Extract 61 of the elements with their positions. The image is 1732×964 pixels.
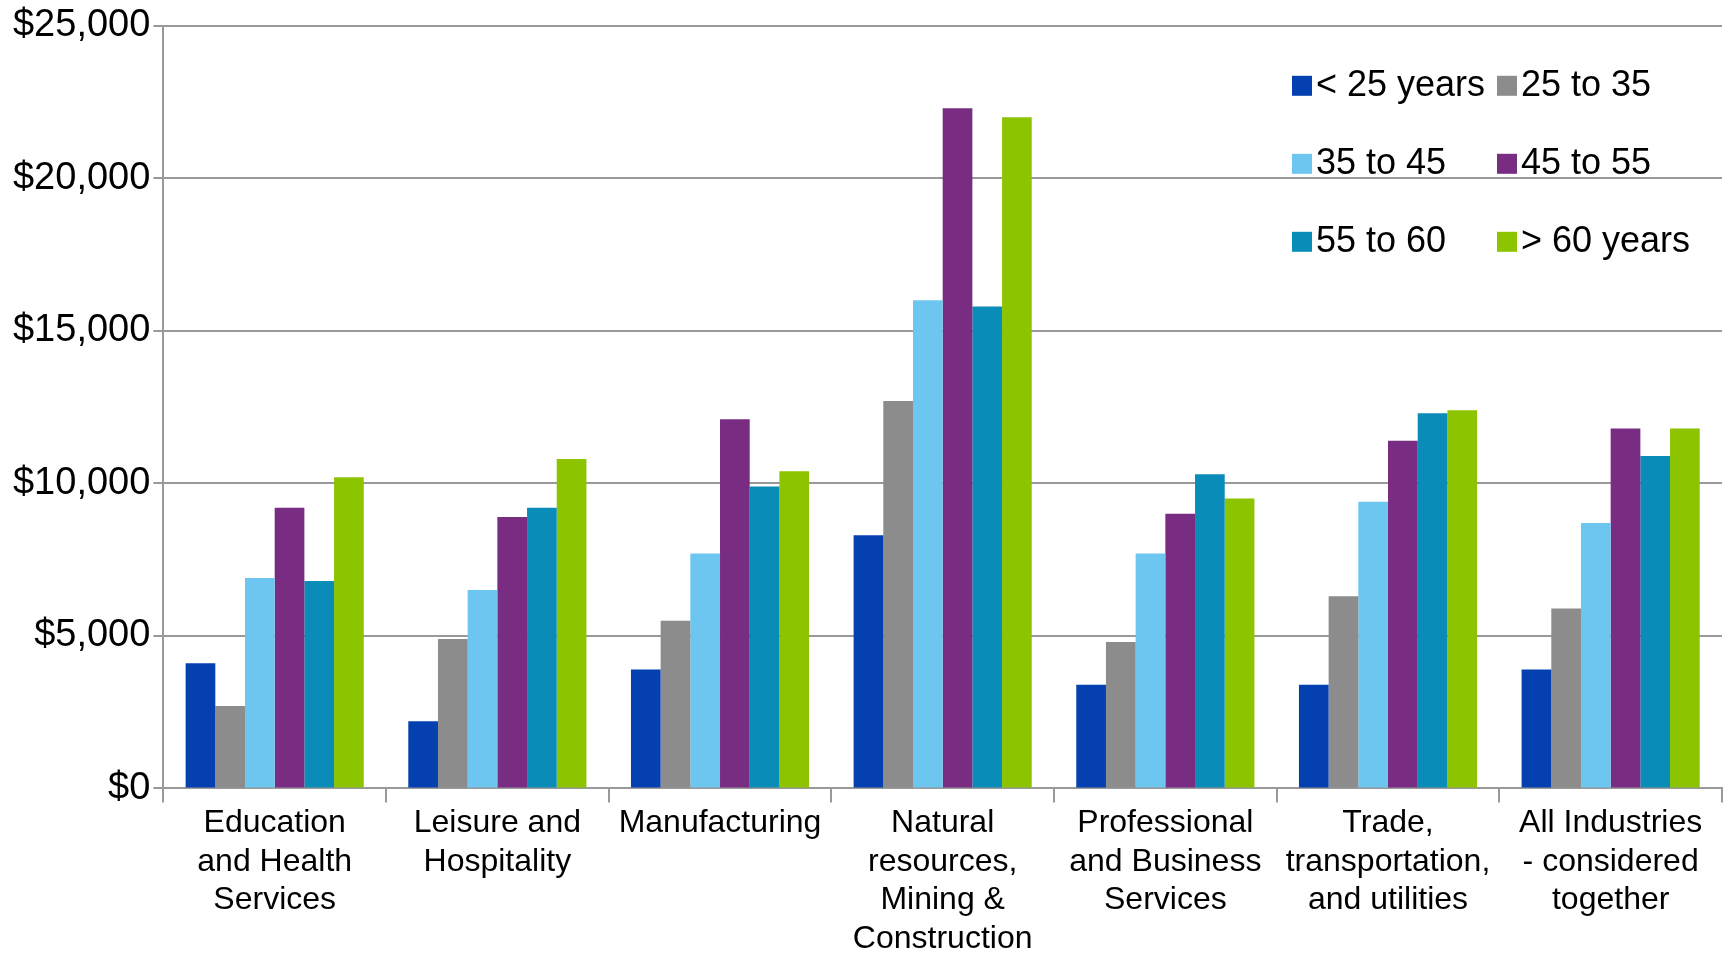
- bar: [1388, 440, 1418, 788]
- bar: [779, 471, 810, 788]
- bar: [185, 663, 216, 788]
- bar: [630, 669, 661, 788]
- x-tick-label: Natural resources, Mining & Construction: [852, 803, 1033, 955]
- bar: [527, 507, 557, 788]
- bar: [1298, 684, 1329, 788]
- bar: [245, 577, 275, 788]
- bar: [215, 706, 245, 788]
- y-tick-label: $0: [108, 764, 151, 807]
- x-tick-label: Education and Health Services: [197, 803, 353, 917]
- x-tick-label: Professional and Business Services: [1069, 803, 1262, 917]
- bar: [1358, 501, 1389, 788]
- bar: [467, 590, 498, 788]
- y-tick-label: $25,000: [12, 2, 151, 45]
- y-tick-label: $5,000: [34, 612, 151, 655]
- bar: [437, 638, 468, 788]
- bar: [1195, 474, 1225, 788]
- bar: [1135, 553, 1166, 788]
- legend-label: > 60 years: [1521, 218, 1691, 260]
- y-tick-label: $15,000: [12, 307, 151, 350]
- x-tick-label: Manufacturing: [618, 803, 822, 840]
- bar: [690, 553, 721, 788]
- bar: [853, 535, 884, 788]
- bar: [1670, 428, 1700, 788]
- bar: [334, 477, 364, 788]
- bar: [408, 721, 438, 788]
- y-tick-label: $20,000: [12, 154, 151, 197]
- bar: [1610, 428, 1641, 788]
- legend-label: 25 to 35: [1521, 62, 1652, 104]
- legend-label: 45 to 55: [1521, 140, 1652, 182]
- bar: [1521, 669, 1552, 788]
- bar: [912, 300, 943, 788]
- x-tick-label: Leisure and Hospitality: [413, 803, 581, 878]
- legend-label: 55 to 60: [1316, 218, 1447, 260]
- bar: [1165, 513, 1196, 788]
- y-tick-label: $10,000: [12, 459, 151, 502]
- bar: [720, 419, 750, 788]
- legend-label: 35 to 45: [1316, 140, 1447, 182]
- bar: [1224, 498, 1255, 788]
- bar: [972, 306, 1003, 788]
- bar: [1328, 596, 1359, 788]
- bar: [274, 507, 305, 788]
- bar: [660, 620, 691, 788]
- bar: [1002, 117, 1032, 788]
- bar: [1417, 413, 1448, 788]
- bar: [497, 516, 528, 788]
- bar: [304, 580, 335, 788]
- bar: [556, 458, 587, 788]
- bar: [942, 108, 973, 788]
- bar: [1447, 410, 1478, 788]
- x-tick-label: Trade, transportation, and utilities: [1285, 803, 1491, 917]
- bar: [1580, 523, 1611, 788]
- bar: [1105, 641, 1136, 788]
- legend-label: < 25 years: [1316, 62, 1486, 104]
- bar: [1551, 608, 1581, 788]
- bar: [883, 401, 913, 788]
- bar: [1076, 684, 1106, 788]
- bar: [749, 486, 780, 788]
- bar: [1640, 455, 1671, 788]
- x-tick-label: All Industries - considered together: [1519, 803, 1703, 917]
